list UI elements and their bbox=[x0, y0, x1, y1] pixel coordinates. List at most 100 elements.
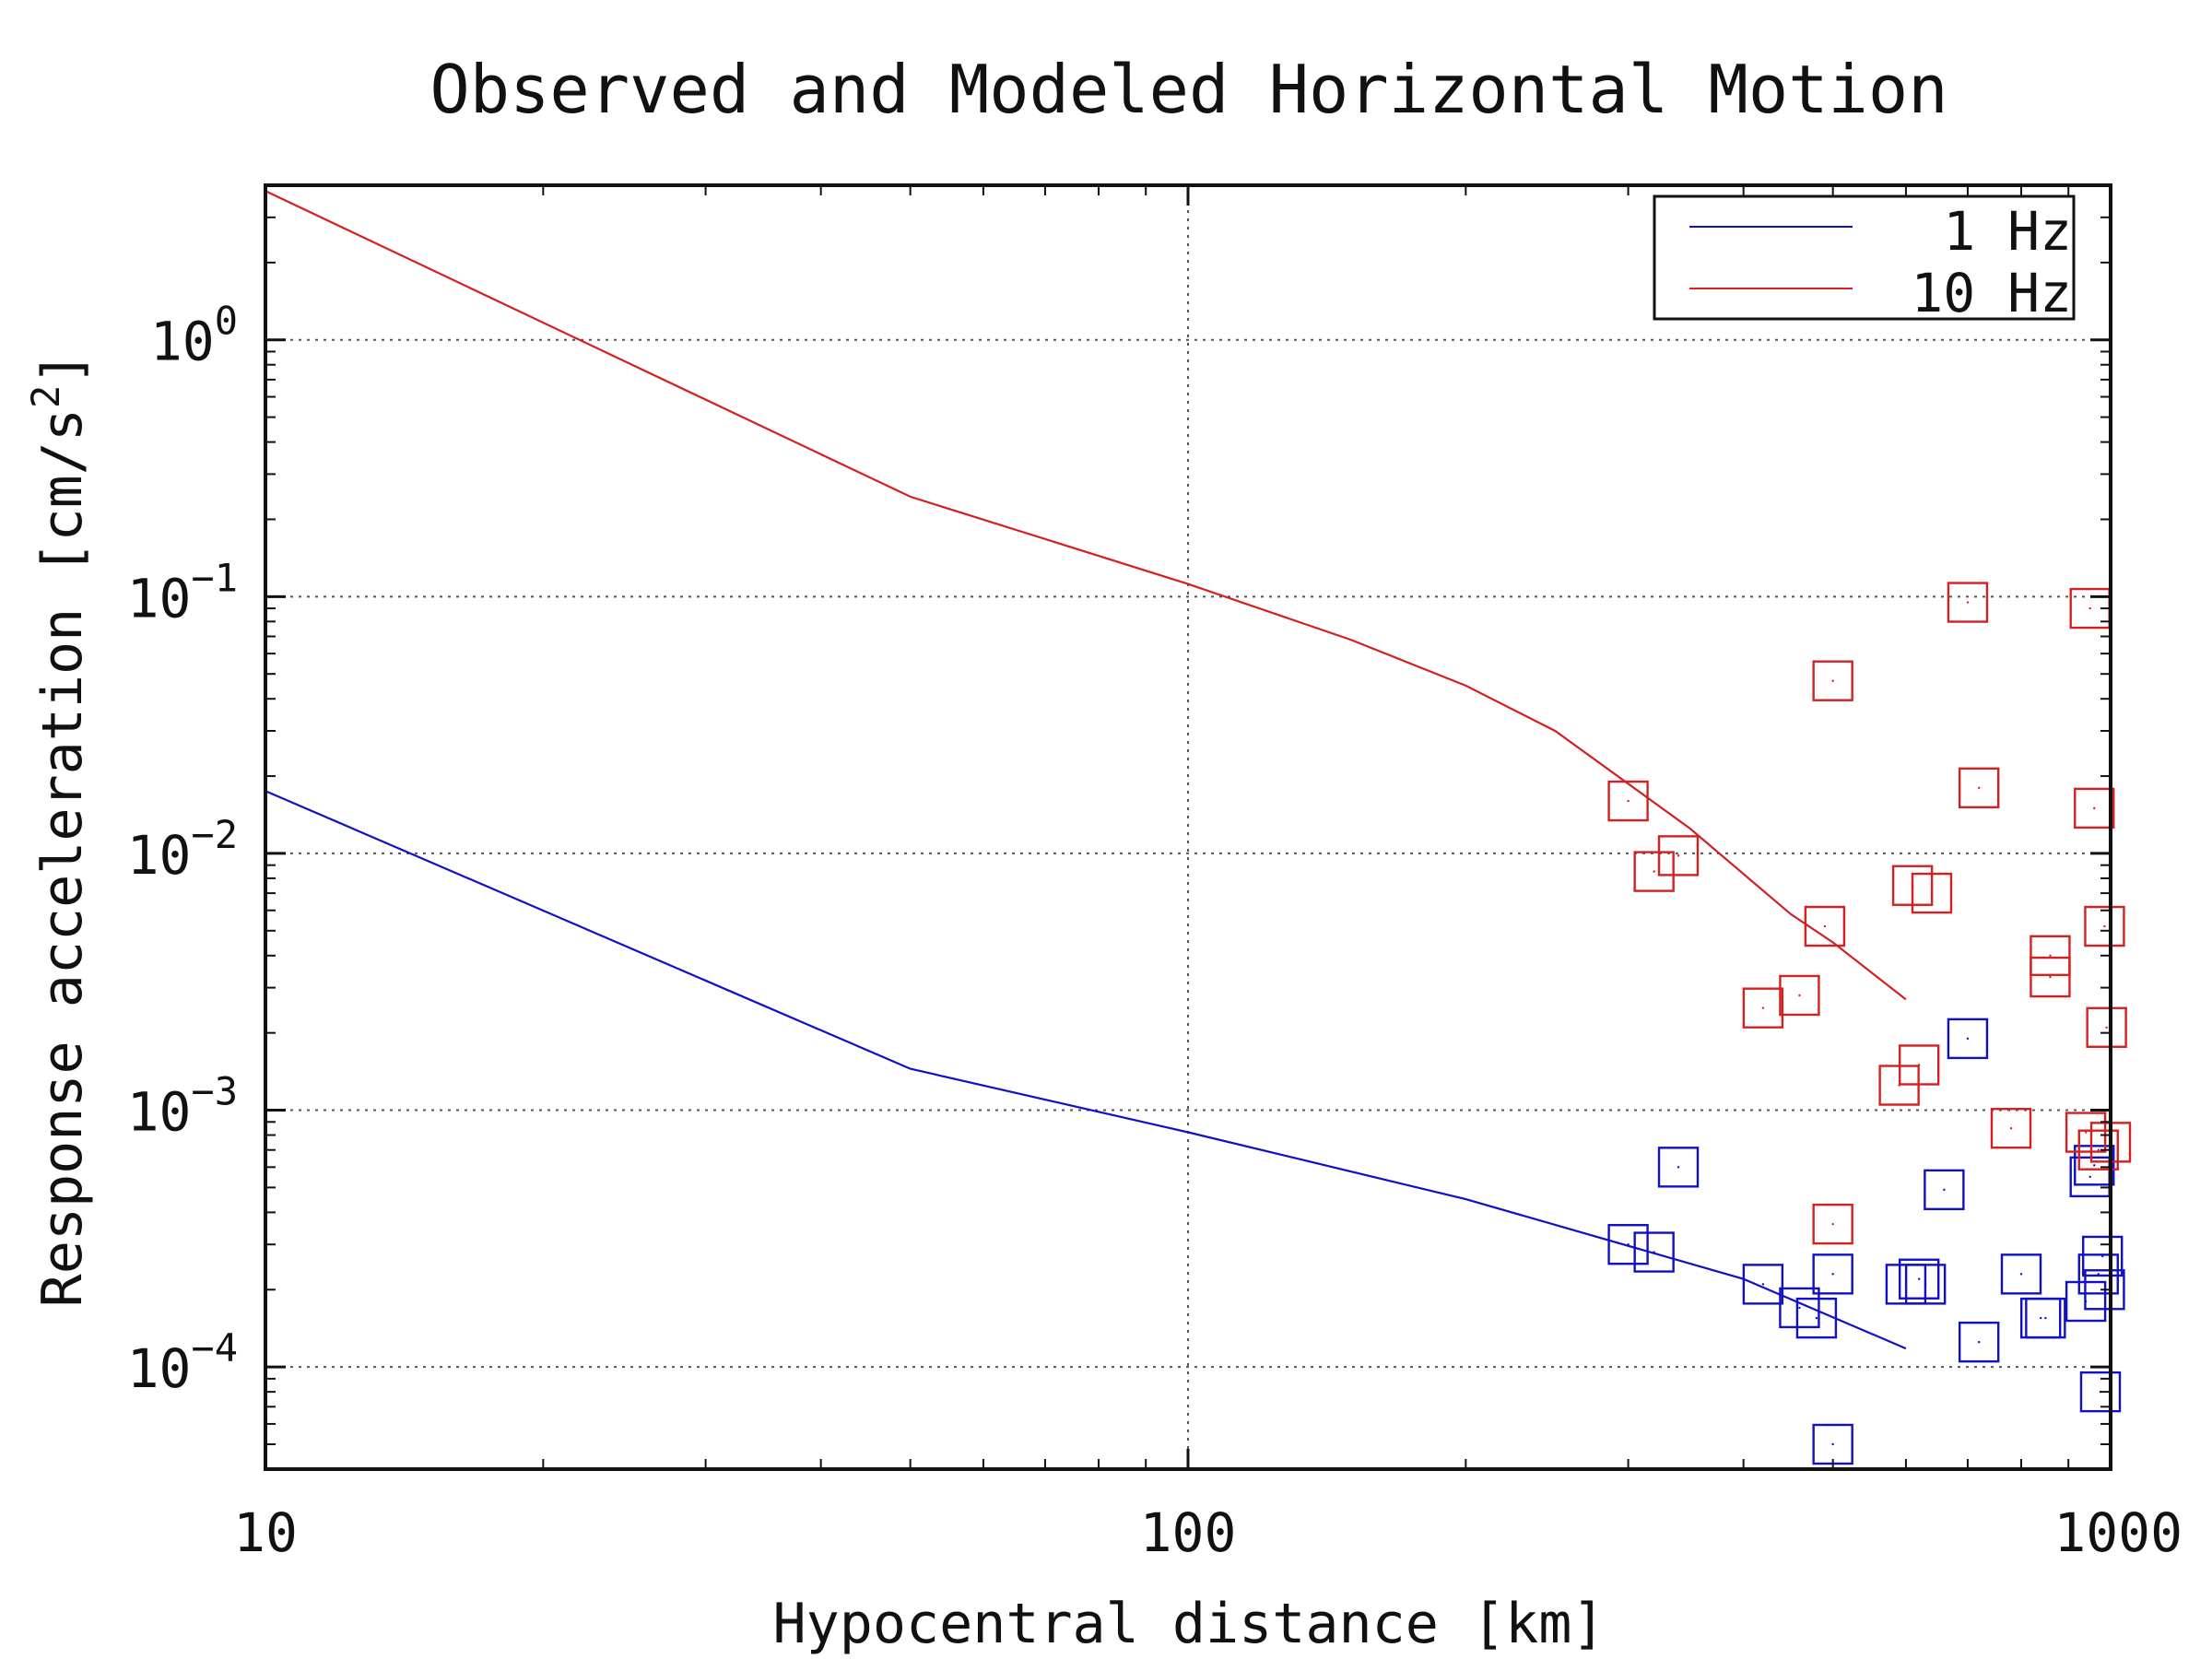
observed-point-center-1-hz bbox=[2019, 1273, 2023, 1276]
observed-point-center-10-hz bbox=[1917, 1064, 1921, 1066]
observed-point-1-hz bbox=[1924, 1169, 1965, 1211]
observed-point-center-1-hz bbox=[2040, 1316, 2042, 1320]
observed-point-1-hz bbox=[1958, 1321, 2000, 1363]
observed-point-center-1-hz bbox=[1831, 1273, 1834, 1276]
observed-point-center-10-hz bbox=[1930, 891, 1934, 895]
observed-point-1-hz bbox=[2077, 1253, 2119, 1295]
observed-point-10-hz bbox=[1990, 1107, 2032, 1149]
observed-point-1-hz bbox=[2084, 1269, 2125, 1311]
x-tick-label: 100 bbox=[1140, 1501, 1237, 1564]
y-tick-base: 10 bbox=[150, 311, 215, 373]
model-line-1-hz bbox=[265, 790, 1907, 1350]
observed-point-center-1-hz bbox=[2044, 1316, 2047, 1320]
observed-point-center-10-hz bbox=[2097, 1148, 2100, 1151]
x-tick-label: 10 bbox=[233, 1501, 298, 1564]
y-tick-base: 10 bbox=[127, 1081, 192, 1144]
observed-point-center-1-hz bbox=[1653, 1251, 1655, 1253]
observed-point-10-hz bbox=[2077, 1129, 2119, 1171]
observed-point-center-1-hz bbox=[2088, 1175, 2091, 1179]
observed-point-center-1-hz bbox=[1924, 1283, 1927, 1286]
observed-point-center-10-hz bbox=[1831, 679, 1834, 682]
observed-point-1-hz bbox=[1795, 1297, 1838, 1339]
observed-point-center-10-hz bbox=[1653, 870, 1655, 873]
observed-point-1-hz bbox=[1657, 1147, 1700, 1188]
y-tick-base: 10 bbox=[127, 1337, 192, 1400]
observed-point-center-1-hz bbox=[1627, 1243, 1630, 1246]
observed-point-10-hz bbox=[2084, 905, 2125, 947]
observed-point-10-hz bbox=[1657, 835, 1700, 877]
y-tick-base: 10 bbox=[127, 567, 192, 629]
model-line-10-hz bbox=[265, 190, 1907, 1001]
observed-point-center-1-hz bbox=[1815, 1316, 1818, 1320]
observed-point-center-1-hz bbox=[1977, 1340, 1981, 1344]
observed-point-center-1-hz bbox=[2093, 1164, 2096, 1167]
observed-point-1-hz bbox=[2000, 1253, 2042, 1295]
observed-point-center-10-hz bbox=[2049, 975, 2052, 979]
y-tick-label: 10−4 bbox=[127, 1325, 238, 1400]
x-axis-label: Hypocentral distance [km] bbox=[772, 1592, 1605, 1656]
observed-point-10-hz bbox=[1812, 1203, 1853, 1245]
observed-point-center-1-hz bbox=[1831, 1442, 1834, 1446]
observed-point-center-1-hz bbox=[2101, 1254, 2104, 1258]
observed-point-1-hz bbox=[1633, 1231, 1675, 1273]
observed-point-1-hz bbox=[1947, 1018, 1989, 1060]
observed-point-center-10-hz bbox=[2105, 1026, 2108, 1029]
observed-point-center-1-hz bbox=[1677, 1166, 1680, 1169]
observed-point-center-10-hz bbox=[2084, 1131, 2088, 1134]
series-layer bbox=[265, 190, 2132, 1465]
observed-point-1-hz bbox=[2074, 1145, 2115, 1186]
observed-point-1-hz bbox=[1904, 1264, 1947, 1305]
y-tick-exponent: −3 bbox=[191, 1069, 238, 1114]
observed-point-1-hz bbox=[2079, 1371, 2122, 1413]
observed-point-center-1-hz bbox=[1798, 1306, 1801, 1310]
observed-point-center-10-hz bbox=[2009, 1126, 2013, 1130]
observed-point-1-hz bbox=[1898, 1258, 1940, 1300]
observed-point-10-hz bbox=[1779, 974, 1820, 1017]
observed-point-center-10-hz bbox=[2093, 806, 2096, 810]
observed-point-10-hz bbox=[2065, 1112, 2107, 1153]
observed-point-10-hz bbox=[1958, 767, 2000, 809]
observed-point-center-10-hz bbox=[1627, 799, 1630, 803]
observed-point-center-1-hz bbox=[1761, 1283, 1765, 1286]
observed-point-center-1-hz bbox=[1943, 1188, 1946, 1192]
y-tick-exponent: −1 bbox=[191, 555, 238, 600]
x-tick-label: 1000 bbox=[2053, 1501, 2183, 1564]
y-axis-label-text: Response acceleration [cm/s bbox=[30, 408, 95, 1307]
observed-point-10-hz bbox=[1911, 872, 1953, 914]
observed-point-10-hz bbox=[1898, 1044, 1940, 1086]
y-tick-base: 10 bbox=[127, 824, 192, 887]
observed-point-center-10-hz bbox=[1823, 924, 1827, 928]
observed-point-1-hz bbox=[1607, 1224, 1649, 1265]
observed-point-center-10-hz bbox=[1977, 786, 1981, 790]
observed-point-10-hz bbox=[1804, 905, 1846, 947]
observed-point-center-10-hz bbox=[1831, 1222, 1834, 1226]
y-tick-exponent: −4 bbox=[191, 1325, 238, 1371]
observed-point-center-10-hz bbox=[2088, 606, 2091, 610]
y-axis-label-close: ] bbox=[30, 352, 95, 385]
y-tick-label: 100 bbox=[150, 299, 238, 373]
legend-box bbox=[1653, 194, 2076, 321]
observed-point-center-10-hz bbox=[2103, 924, 2106, 928]
observed-point-center-10-hz bbox=[1677, 854, 1680, 857]
observed-point-10-hz bbox=[1607, 780, 1649, 822]
y-axis-label-exponent: 2 bbox=[23, 385, 68, 408]
grid bbox=[265, 185, 2111, 1469]
observed-point-1-hz bbox=[1812, 1253, 1853, 1295]
observed-point-1-hz bbox=[1779, 1287, 1820, 1329]
observed-point-center-10-hz bbox=[2049, 954, 2052, 958]
observed-point-10-hz bbox=[2030, 956, 2071, 998]
legend: 1 Hz 10 Hz bbox=[1653, 194, 2076, 324]
observed-point-10-hz bbox=[1812, 660, 1853, 701]
observed-point-10-hz bbox=[1742, 987, 1784, 1029]
observed-point-10-hz bbox=[1633, 851, 1675, 892]
y-tick-label: 10−2 bbox=[127, 812, 238, 887]
chart-title: Observed and Modeled Horizontal Motion bbox=[429, 51, 1947, 128]
observed-point-center-10-hz bbox=[1798, 994, 1801, 997]
y-tick-exponent: 0 bbox=[215, 299, 238, 344]
y-axis-label: Response acceleration [cm/s2] bbox=[23, 352, 95, 1308]
observed-point-center-1-hz bbox=[1917, 1277, 1921, 1280]
observed-point-1-hz bbox=[2082, 1235, 2124, 1277]
observed-point-1-hz bbox=[2025, 1297, 2066, 1339]
